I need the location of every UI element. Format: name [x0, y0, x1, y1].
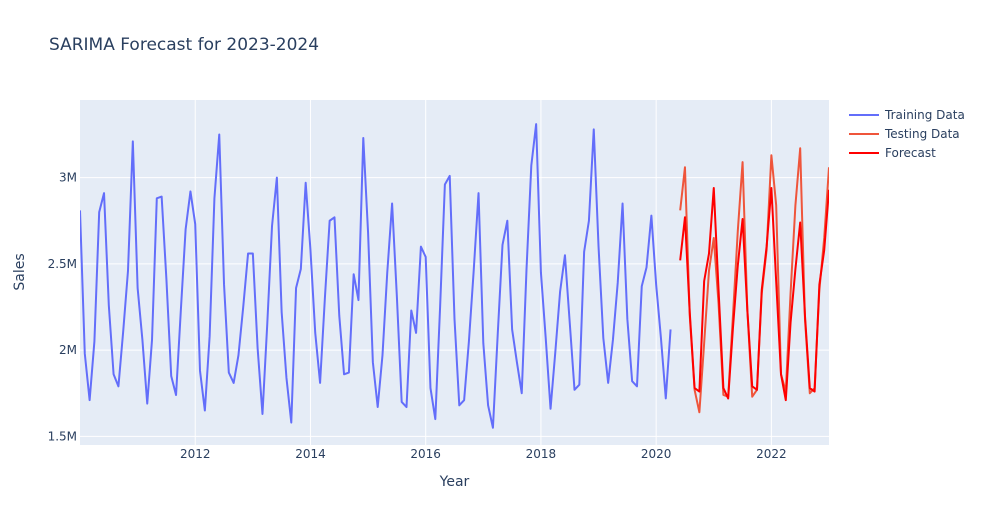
- x-tick-label: 2020: [641, 447, 672, 461]
- y-axis-ticks: 1.5M 2M 2.5M 3M: [48, 171, 77, 444]
- legend-label: Testing Data: [884, 127, 960, 141]
- legend[interactable]: Training Data Testing Data Forecast: [849, 108, 965, 160]
- y-tick-label: 1.5M: [48, 429, 77, 443]
- y-tick-label: 3M: [59, 171, 77, 185]
- x-axis-ticks: 2012 2014 2016 2018 2020 2022: [180, 447, 787, 461]
- legend-item-training-data[interactable]: Training Data: [849, 108, 965, 122]
- y-tick-label: 2M: [59, 343, 77, 357]
- x-tick-label: 2012: [180, 447, 211, 461]
- x-tick-label: 2022: [756, 447, 787, 461]
- series-lines: [80, 123, 829, 429]
- x-tick-label: 2018: [526, 447, 557, 461]
- y-tick-label: 2.5M: [48, 257, 77, 271]
- plot-area: [80, 100, 829, 445]
- series-line-forecast: [679, 186, 829, 402]
- series-line-training-data: [80, 123, 672, 429]
- x-axis-title: Year: [439, 474, 470, 490]
- legend-item-testing-data[interactable]: Testing Data: [849, 127, 960, 141]
- legend-item-forecast[interactable]: Forecast: [849, 146, 936, 160]
- y-axis-title: Sales: [12, 253, 28, 290]
- x-tick-label: 2016: [410, 447, 441, 461]
- chart-title: SARIMA Forecast for 2023-2024: [49, 35, 319, 55]
- legend-label: Training Data: [884, 108, 965, 122]
- x-tick-label: 2014: [295, 447, 326, 461]
- legend-label: Forecast: [885, 146, 936, 160]
